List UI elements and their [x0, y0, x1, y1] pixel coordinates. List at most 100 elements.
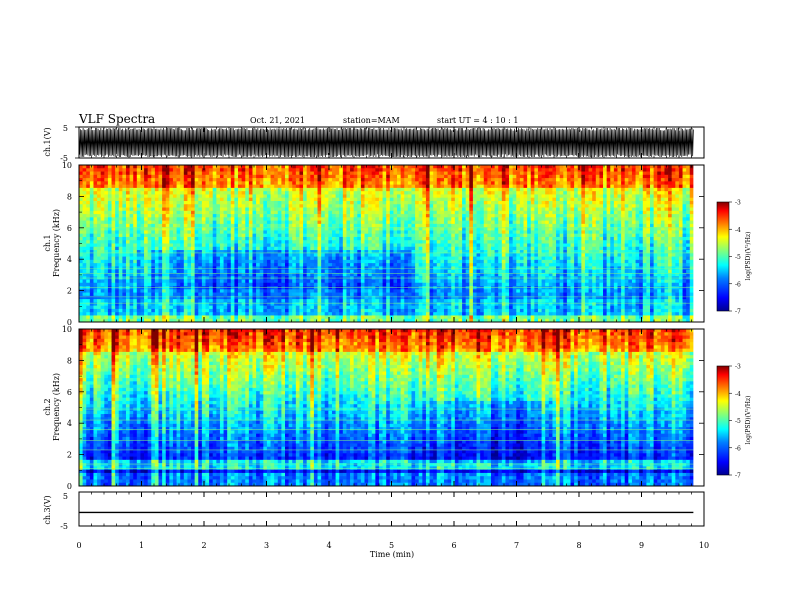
spectrogram-cell: [454, 214, 459, 218]
spectrogram-cell: [671, 207, 676, 212]
spectrogram-cell: [440, 236, 445, 241]
spectrogram-cell: [158, 191, 163, 195]
spectrogram-cell: [227, 178, 232, 182]
spectrogram-cell: [303, 243, 308, 248]
spectrogram-cell: [241, 194, 246, 199]
spectrogram-cell: [266, 210, 271, 215]
spectrogram-cell: [310, 197, 315, 202]
spectrogram-cell: [505, 210, 510, 215]
spectrogram-cell: [353, 220, 358, 225]
spectrogram-cell: [172, 178, 177, 182]
spectrogram-cell: [418, 230, 423, 235]
spectrogram-cell: [469, 194, 474, 199]
spectrogram-cell: [133, 171, 138, 176]
spectrogram-cell: [335, 227, 340, 231]
spectrogram-cell: [386, 184, 391, 189]
spectrogram-cell: [516, 178, 521, 182]
spectrogram-cell: [530, 168, 535, 172]
spectrogram-cell: [140, 250, 145, 254]
spectrogram-cell: [310, 174, 315, 179]
spectrogram-cell: [125, 200, 130, 205]
spectrogram-cell: [212, 174, 217, 179]
spectrogram-cell: [559, 165, 564, 169]
spectrogram-cell: [415, 246, 420, 251]
spectrogram-cell: [212, 207, 217, 212]
spectrogram-cell: [498, 233, 503, 238]
spectrogram-cell: [360, 236, 365, 241]
spectrogram-cell: [400, 223, 405, 228]
spectrogram-cell: [277, 187, 282, 192]
spectrogram-cell: [519, 191, 524, 195]
spectrogram-cell: [407, 191, 412, 195]
spectrogram-cell: [342, 178, 347, 182]
spectrogram-cell: [397, 200, 402, 205]
spectrogram-cell: [483, 181, 488, 186]
spectrogram-cell: [205, 230, 210, 235]
spectrogram-cell: [191, 214, 196, 218]
spectrogram-cell: [660, 207, 665, 212]
spectrogram-cell: [339, 236, 344, 241]
spectrogram-cell: [107, 171, 112, 176]
spectrogram-cell: [281, 223, 286, 228]
spectrogram-cell: [552, 207, 557, 212]
spectrogram-cell: [570, 181, 575, 186]
spectrogram-cell: [357, 243, 362, 248]
spectrogram-cell: [144, 223, 149, 228]
spectrogram-cell: [624, 178, 629, 182]
spectrogram-cell: [321, 171, 326, 176]
spectrogram-cell: [187, 220, 192, 225]
spectrogram-cell: [404, 174, 409, 179]
spectrogram-cell: [118, 253, 123, 257]
spectrogram-cell: [530, 230, 535, 235]
spectrogram-cell: [310, 220, 315, 225]
spectrogram-cell: [530, 191, 535, 195]
spectrogram-cell: [566, 171, 571, 176]
spectrogram-cell: [483, 220, 488, 225]
spectrogram-cell: [584, 194, 589, 199]
spectrogram-cell: [505, 227, 510, 231]
spectrogram-cell: [288, 214, 293, 218]
spectrogram-cell: [483, 194, 488, 199]
spectrogram-cell: [458, 230, 463, 235]
spectrogram-cell: [299, 256, 304, 261]
spectrogram-cell: [512, 194, 517, 199]
spectrogram-cell: [324, 210, 329, 215]
spectrogram-cell: [324, 236, 329, 241]
spectrogram-cell: [310, 230, 315, 235]
spectrogram-cell: [295, 194, 300, 199]
spectrogram-cell: [631, 243, 636, 248]
spectrogram-cell: [610, 253, 615, 257]
spectrogram-cell: [306, 204, 311, 208]
spectrogram-cell: [689, 187, 694, 192]
spectrogram-cell: [512, 207, 517, 212]
spectrogram-cell: [552, 191, 557, 195]
spectrogram-cell: [216, 165, 221, 169]
spectrogram-cell: [89, 246, 94, 251]
spectrogram-cell: [277, 217, 282, 221]
spectrogram-cell: [288, 210, 293, 215]
spectrogram-cell: [245, 253, 250, 257]
spectrogram-cell: [234, 207, 239, 212]
spectrogram-cell: [216, 194, 221, 199]
spectrogram-cell: [281, 220, 286, 225]
spectrogram-cell: [219, 165, 224, 169]
spectrogram-cell: [187, 197, 192, 202]
spectrogram-cell: [136, 181, 141, 186]
spectrogram-cell: [331, 230, 336, 235]
spectrogram-cell: [425, 181, 430, 186]
spectrogram-cell: [444, 174, 449, 179]
spectrogram-cell: [440, 210, 445, 215]
spectrogram-cell: [509, 207, 514, 212]
spectrogram-cell: [530, 187, 535, 192]
spectrogram-cell: [303, 233, 308, 238]
spectrogram-cell: [151, 230, 156, 235]
spectrogram-cell: [357, 204, 362, 208]
spectrogram-cell: [321, 243, 326, 248]
spectrogram-cell: [433, 243, 438, 248]
spectrogram-cell: [476, 230, 481, 235]
spectrogram-cell: [393, 184, 398, 189]
spectrogram-cell: [89, 230, 94, 235]
spectrogram-cell: [671, 230, 676, 235]
spectrogram-cell: [483, 240, 488, 244]
spectrogram-cell: [252, 214, 257, 218]
